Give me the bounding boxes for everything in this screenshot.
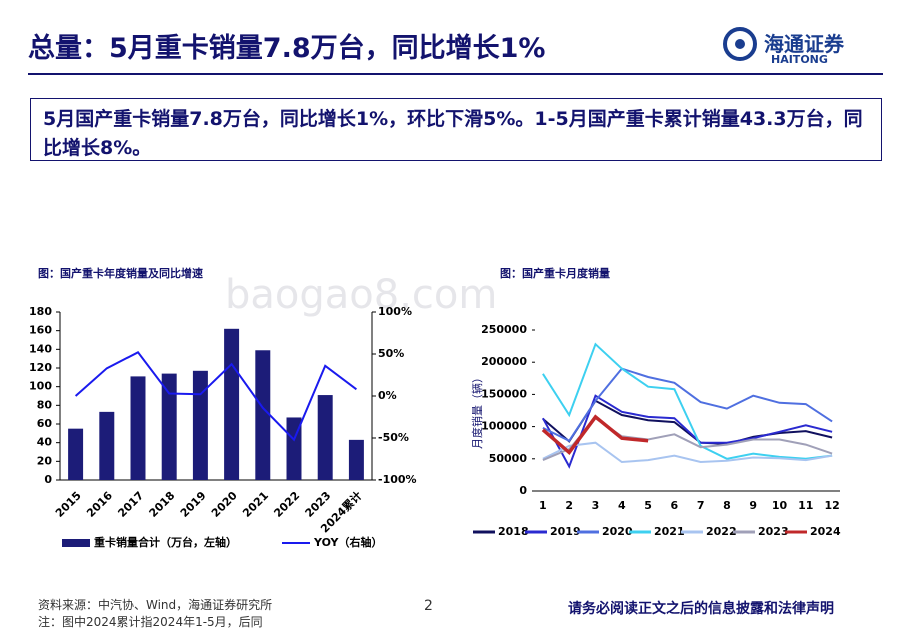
- x-tick-label: 6: [671, 499, 679, 512]
- x-tick-label: 2: [565, 499, 573, 512]
- logo-icon: [723, 27, 757, 61]
- line: [74, 351, 358, 442]
- line: [542, 367, 833, 443]
- y2-tick-label: -100%: [378, 473, 417, 486]
- line: [542, 416, 833, 462]
- chart-title: 图：国产重卡年度销量及同比增速: [38, 266, 203, 280]
- line: [542, 441, 833, 464]
- y-axis-label: 月度销量（辆）: [470, 372, 484, 449]
- y-tick-label: 60: [37, 417, 53, 430]
- y-tick-label: 100000: [481, 420, 527, 433]
- x-tick-label: 9: [749, 499, 757, 512]
- bar: [99, 411, 115, 480]
- legend-label: 2023: [758, 525, 789, 538]
- legend-label: 重卡销量合计（万台，左轴）: [94, 535, 237, 549]
- slide-title: 总量：5月重卡销量7.8万台，同比增长1%: [28, 33, 546, 64]
- legend-label: 2021: [654, 525, 685, 538]
- y-tick-label: 180: [29, 305, 52, 318]
- bar: [224, 328, 240, 480]
- y-tick-label: 140: [29, 342, 52, 355]
- x-tick-label: 2016: [84, 489, 115, 520]
- bar: [348, 439, 364, 480]
- x-tick-label: 2018: [147, 489, 178, 520]
- legend-label: 2024: [810, 525, 841, 538]
- line: [542, 342, 833, 460]
- y-tick-label: 20: [37, 454, 53, 467]
- y-tick-label: 150000: [481, 387, 527, 400]
- y2-tick-label: -50%: [378, 431, 409, 444]
- y-tick-label: 80: [37, 398, 53, 411]
- bar: [255, 350, 271, 480]
- x-tick-label: 12: [824, 499, 839, 512]
- bar: [130, 376, 146, 480]
- y-tick-label: 0: [44, 473, 52, 486]
- watermark: baogao8.com: [225, 272, 498, 318]
- y-tick-label: 40: [37, 436, 53, 449]
- y-tick-label: 50000: [489, 452, 528, 465]
- bar: [317, 395, 333, 480]
- x-tick-label: 2015: [53, 489, 84, 520]
- bar: [161, 373, 177, 480]
- x-tick-label: 11: [798, 499, 813, 512]
- note: 注：图中2024累计指2024年1-5月，后同: [38, 615, 263, 629]
- y-tick-label: 0: [519, 484, 527, 497]
- y-tick-label: 250000: [481, 323, 527, 336]
- logo-text: 海通证券: [764, 32, 844, 56]
- x-tick-label: 2021: [240, 489, 271, 520]
- legend-swatch: [62, 539, 90, 547]
- chart-title: 图：国产重卡月度销量: [500, 266, 610, 280]
- y-tick-label: 100: [29, 380, 52, 393]
- bar: [68, 428, 84, 480]
- disclaimer: 请务必阅读正文之后的信息披露和法律声明: [568, 601, 834, 617]
- y2-tick-label: 50%: [378, 347, 404, 360]
- x-tick-label: 2017: [115, 489, 146, 520]
- x-tick-label: 2022: [271, 489, 302, 520]
- source: 资料来源：中汽协、Wind，海通证券研究所: [38, 598, 273, 612]
- legend-label: 2018: [498, 525, 529, 538]
- bar: [192, 370, 208, 480]
- x-tick-label: 5: [644, 499, 652, 512]
- x-tick-label: 10: [772, 499, 788, 512]
- x-tick-label: 2019: [178, 489, 209, 520]
- x-tick-label: 1: [539, 499, 547, 512]
- x-tick-label: 4: [618, 499, 626, 512]
- x-tick-label: 2020: [209, 489, 240, 520]
- y2-tick-label: 100%: [378, 305, 412, 318]
- legend-label: 2020: [602, 525, 633, 538]
- y-tick-label: 200000: [481, 355, 527, 368]
- y-tick-label: 160: [29, 324, 52, 337]
- legend-label: 2022: [706, 525, 737, 538]
- legend-label: 2019: [550, 525, 581, 538]
- logo-en: HAITONG: [771, 53, 828, 66]
- title-rule: [28, 73, 883, 75]
- summary-box: 5月国产重卡销量7.8万台，同比增长1%，环比下滑5%。1-5月国产重卡累计销量…: [30, 98, 882, 161]
- legend-label: YOY（右轴）: [313, 535, 383, 549]
- y-tick-label: 120: [29, 361, 52, 374]
- line: [541, 414, 649, 455]
- x-tick-label: 7: [697, 499, 705, 512]
- x-tick-label: 3: [592, 499, 600, 512]
- y2-tick-label: 0%: [378, 389, 397, 402]
- x-tick-label: 8: [723, 499, 731, 512]
- page-number: 2: [424, 598, 433, 614]
